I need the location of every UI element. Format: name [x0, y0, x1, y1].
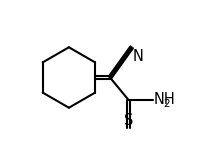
- Text: S: S: [124, 113, 133, 128]
- Text: NH: NH: [153, 93, 175, 107]
- Text: 2: 2: [163, 99, 170, 109]
- Text: N: N: [132, 49, 143, 64]
